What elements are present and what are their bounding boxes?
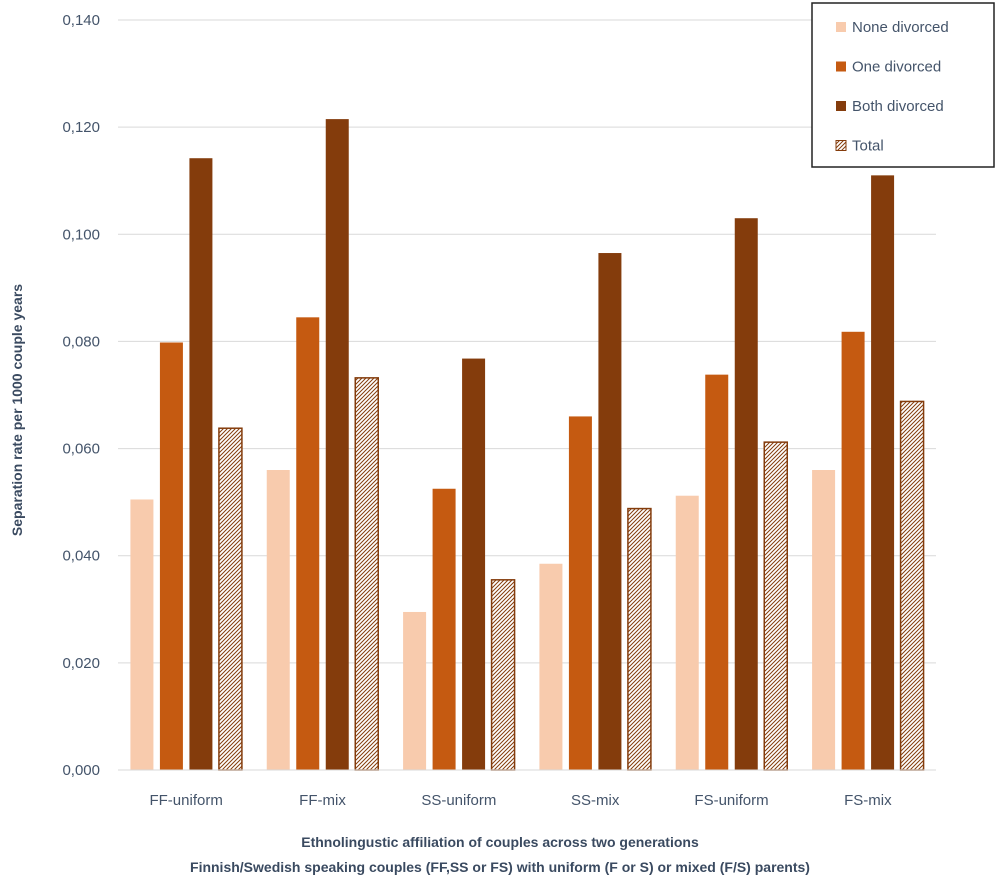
y-tick-label: 0,140 bbox=[62, 12, 100, 29]
y-tick-label: 0,040 bbox=[62, 548, 100, 565]
bar-one-divorced bbox=[296, 317, 320, 770]
bar-total bbox=[627, 507, 652, 771]
legend-box bbox=[811, 2, 995, 168]
legend-swatch bbox=[836, 22, 846, 32]
x-tick-label: FF-uniform bbox=[149, 792, 222, 809]
legend: None divorced One divorced Both divorced To… bbox=[811, 2, 995, 168]
legend-swatch bbox=[836, 61, 846, 72]
bar-one-divorced bbox=[432, 488, 456, 770]
bars bbox=[130, 119, 925, 771]
x-axis-sublabel: Finnish/Swedish speaking couples (FF,SS … bbox=[190, 859, 810, 875]
x-tick-label: FS-uniform bbox=[694, 792, 768, 809]
bar-none-divorced bbox=[130, 499, 154, 770]
bar-both-divorced bbox=[189, 158, 213, 770]
y-tick-label: 0,120 bbox=[62, 119, 100, 136]
bar-one-divorced bbox=[841, 331, 865, 770]
x-tick-label: SS-uniform bbox=[421, 792, 496, 809]
bar-both-divorced bbox=[325, 119, 349, 771]
bar-none-divorced bbox=[403, 611, 427, 770]
legend-swatch bbox=[836, 101, 846, 111]
bar-none-divorced bbox=[675, 495, 699, 770]
bar-one-divorced bbox=[568, 416, 592, 770]
legend-label: Both divorced bbox=[852, 98, 944, 115]
y-tick-label: 0,000 bbox=[62, 762, 100, 779]
bar-both-divorced bbox=[871, 175, 895, 770]
legend-label: Total bbox=[852, 138, 884, 155]
bar-total bbox=[354, 377, 379, 771]
x-axis-ticks: FF-uniform FF-mix SS-uniform SS-mix FS-unifo… bbox=[149, 792, 892, 809]
y-axis-ticks: 0,000 0,020 0,040 0,060 0,080 0,100 0,120 0,140 bbox=[62, 12, 100, 779]
bar-both-divorced bbox=[462, 358, 486, 770]
y-tick-label: 0,100 bbox=[62, 226, 100, 243]
bar-total bbox=[899, 400, 925, 771]
legend-label: One divorced bbox=[852, 59, 941, 76]
bar-none-divorced bbox=[539, 563, 563, 770]
x-tick-label: SS-mix bbox=[571, 792, 620, 809]
x-tick-label: FF-mix bbox=[299, 792, 346, 809]
bar-both-divorced bbox=[598, 253, 622, 771]
bar-none-divorced bbox=[812, 470, 836, 770]
legend-swatch bbox=[835, 140, 847, 151]
y-axis-label: Separation rate per 1000 couple years bbox=[9, 284, 25, 536]
bar-total bbox=[218, 427, 243, 771]
bar-one-divorced bbox=[159, 342, 183, 770]
bar-total bbox=[490, 579, 516, 771]
bar-one-divorced bbox=[705, 374, 729, 770]
y-tick-label: 0,080 bbox=[62, 333, 100, 350]
bar-none-divorced bbox=[266, 470, 290, 770]
y-tick-label: 0,020 bbox=[62, 655, 100, 672]
x-axis-label: Ethnolingustic affiliation of couples ac… bbox=[301, 834, 699, 850]
bar-total bbox=[763, 441, 788, 771]
legend-label: None divorced bbox=[852, 19, 949, 36]
gridlines bbox=[118, 19, 936, 664]
x-tick-label: FS-mix bbox=[844, 792, 892, 809]
y-tick-label: 0,060 bbox=[62, 441, 100, 458]
bar-both-divorced bbox=[734, 218, 758, 770]
